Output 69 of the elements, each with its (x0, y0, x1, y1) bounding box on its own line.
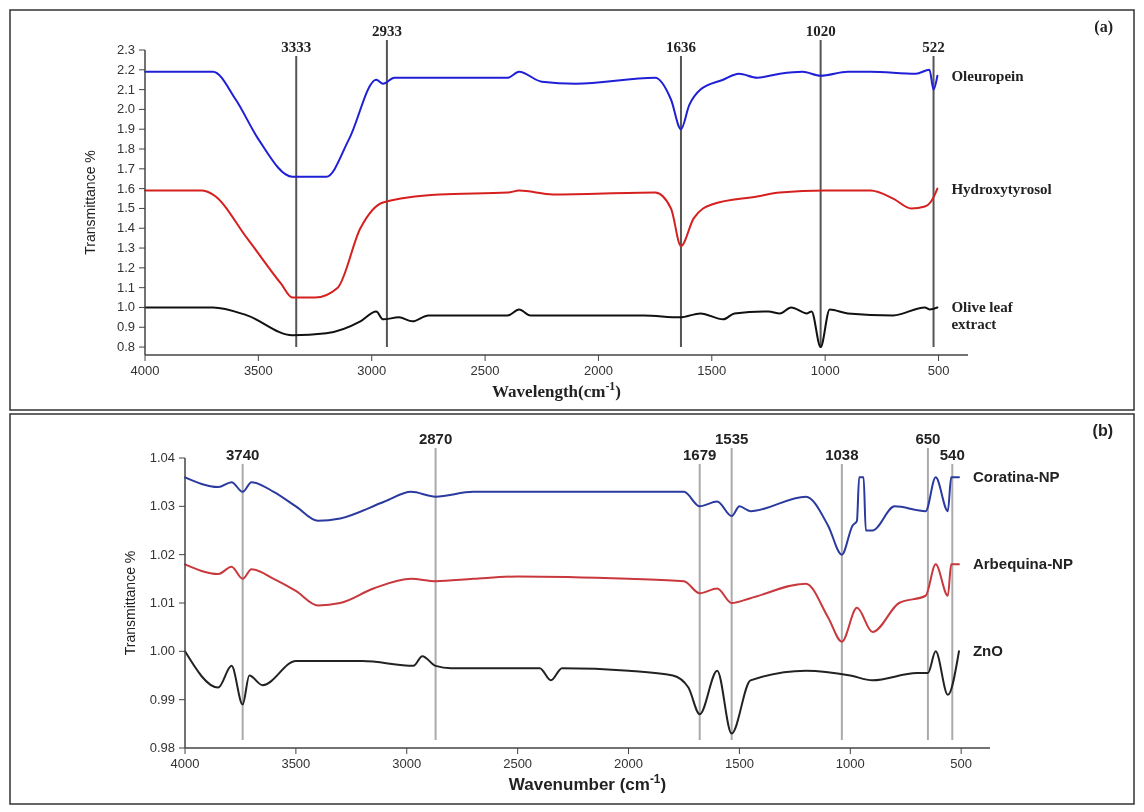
x-tick-label: 4000 (130, 363, 160, 378)
x-tick-label: 3000 (357, 363, 387, 378)
series-label: Olive leaf extract (951, 299, 1014, 333)
series-label: Hydroxytyrosol (951, 180, 1052, 197)
ref-line-label: 1020 (805, 23, 836, 39)
x-tick-label: 1500 (724, 756, 754, 771)
x-tick-label: 500 (927, 363, 950, 378)
y-tick-label: 1.6 (116, 180, 135, 196)
y-tick-label: 2.2 (116, 61, 135, 77)
y-tick-label: 1.4 (116, 220, 135, 236)
y-tick-label: 1.03 (149, 498, 175, 514)
y-tick-label: 0.8 (116, 339, 135, 355)
y-tick-label: 1.7 (116, 160, 135, 176)
x-tick-label: 2500 (503, 756, 533, 771)
x-axis-title: Wavenumber (cm$^{-1}$) (508, 772, 667, 794)
y-tick-label: 1.0 (116, 299, 135, 315)
y-tick-label: 1.04 (149, 450, 175, 465)
y-tick-label: 1.1 (116, 279, 135, 295)
line-series (184, 650, 960, 735)
ref-line-label: 522 (922, 39, 945, 55)
y-tick-label: 0.9 (116, 319, 135, 335)
x-tick-label: 3000 (392, 756, 422, 771)
text: (b) (1092, 422, 1113, 439)
y-tick-label: 2.0 (116, 101, 135, 117)
x-tick-label: 1000 (810, 363, 840, 378)
x-axis-title: Wavelength(cm$^{-1}$) (492, 379, 621, 401)
x-tick-label: 1000 (835, 756, 865, 771)
ref-line-label: 3333 (281, 39, 312, 55)
y-axis-title: Transmittance % (122, 550, 138, 656)
ref-line-label: 2933 (371, 23, 402, 39)
y-tick-label: 0.98 (149, 740, 175, 755)
line-series (184, 476, 960, 556)
ref-line-label: 540 (939, 446, 965, 463)
series-label: ZnO (972, 642, 1004, 660)
series-label: Coratina-NP (972, 468, 1060, 486)
x-tick-label: 2500 (470, 363, 500, 378)
y-tick-label: 1.01 (149, 595, 175, 610)
y-tick-label: 2.3 (116, 42, 135, 57)
ref-line-label: 1038 (825, 446, 859, 463)
y-axis-title: Transmittance % (82, 150, 98, 255)
line-series (144, 306, 939, 349)
line-series (184, 563, 960, 643)
x-tick-label: 500 (950, 756, 973, 771)
y-tick-label: 1.2 (116, 259, 135, 275)
ref-line-label: 1636 (665, 39, 697, 55)
text: (a) (1094, 18, 1113, 36)
y-tick-label: 1.5 (116, 200, 135, 216)
y-tick-label: 1.9 (116, 121, 135, 137)
y-tick-label: 0.99 (149, 691, 175, 707)
x-tick-label: 3500 (281, 756, 311, 771)
ref-line-label: 650 (915, 430, 941, 447)
line-series (144, 187, 939, 299)
series-label: Arbequina-NP (972, 555, 1073, 573)
series-label: Oleuropein (951, 67, 1025, 84)
ref-line-label: 3740 (225, 446, 260, 463)
x-tick-label: 3500 (243, 363, 273, 378)
x-tick-label: 4000 (170, 756, 200, 771)
y-tick-label: 1.00 (149, 643, 175, 659)
ref-line-label: 1535 (714, 430, 749, 447)
x-tick-label: 2000 (583, 363, 613, 378)
line-series (144, 68, 939, 178)
y-tick-label: 1.02 (149, 546, 175, 562)
x-tick-label: 1500 (697, 363, 727, 378)
y-tick-label: 1.8 (116, 141, 135, 157)
ref-line-label: 2870 (418, 430, 453, 447)
x-tick-label: 2000 (614, 756, 643, 771)
y-tick-label: 1.3 (116, 240, 135, 256)
y-tick-label: 2.1 (116, 81, 135, 97)
ref-line-label: 1679 (683, 446, 717, 463)
